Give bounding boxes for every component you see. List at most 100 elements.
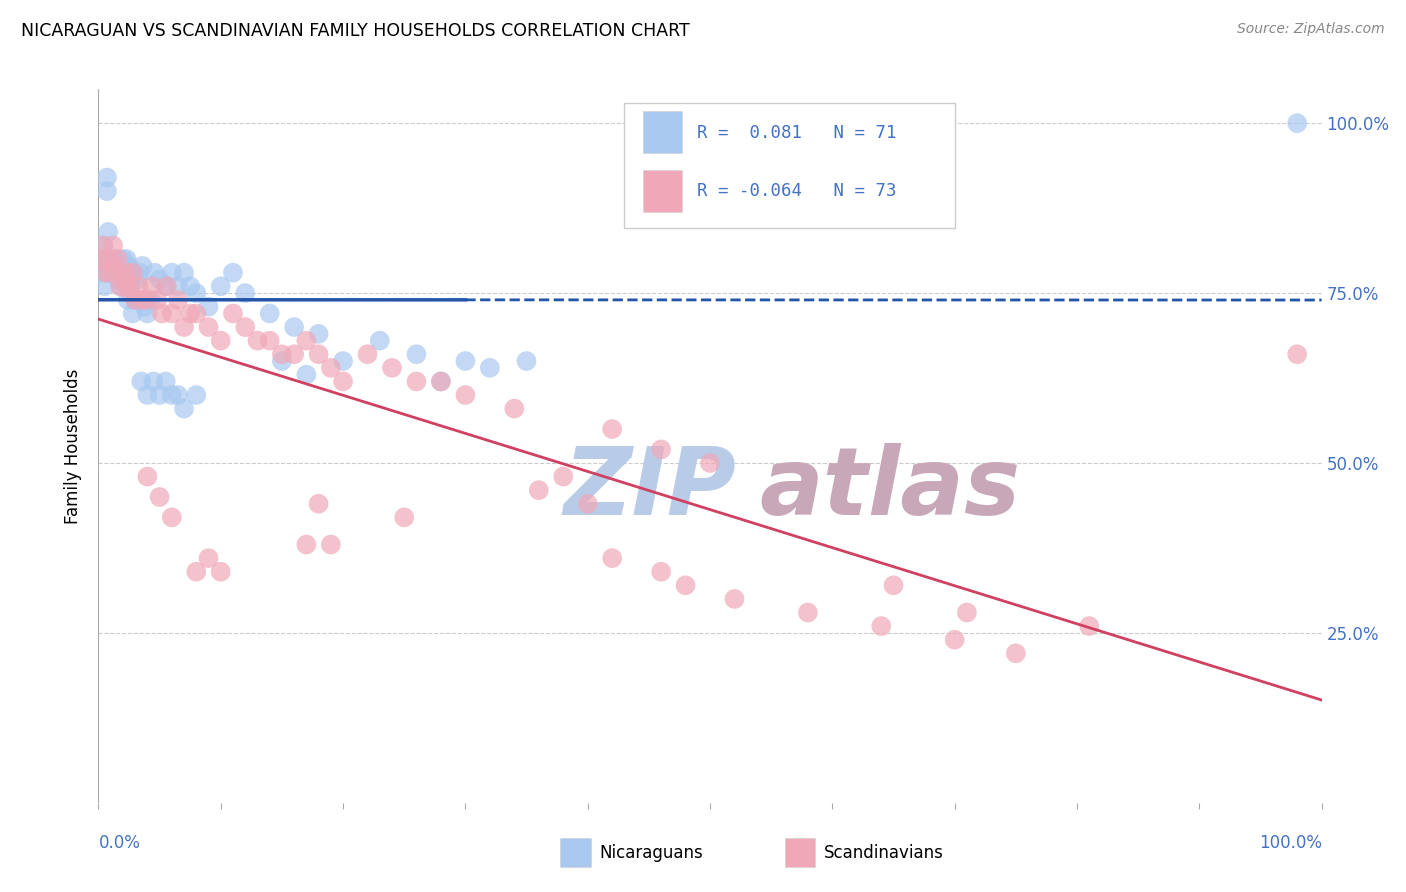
Point: [173, 320, 195, 334]
Point: [149, 272, 172, 286]
Point: [943, 632, 966, 647]
Text: 0.0%: 0.0%: [98, 834, 141, 852]
Point: [131, 259, 153, 273]
Point: [222, 306, 245, 320]
Point: [127, 272, 149, 286]
Point: [128, 279, 150, 293]
Point: [155, 375, 177, 389]
Text: R = -0.064   N = 73: R = -0.064 N = 73: [696, 182, 896, 200]
Point: [136, 306, 159, 320]
Point: [139, 293, 162, 307]
Point: [197, 551, 219, 566]
Point: [186, 565, 208, 579]
Point: [173, 266, 195, 280]
Point: [96, 184, 118, 198]
Point: [478, 360, 501, 375]
Point: [283, 320, 305, 334]
FancyBboxPatch shape: [624, 103, 955, 228]
Point: [186, 388, 208, 402]
Text: atlas: atlas: [759, 442, 1021, 535]
Point: [118, 259, 141, 273]
Point: [107, 272, 129, 286]
Point: [246, 334, 269, 348]
Point: [160, 388, 183, 402]
Point: [136, 469, 159, 483]
Point: [94, 266, 117, 280]
Point: [114, 266, 136, 280]
Point: [270, 347, 294, 361]
Y-axis label: Family Households: Family Households: [65, 368, 83, 524]
Point: [90, 252, 112, 266]
Point: [100, 252, 122, 266]
Point: [107, 252, 129, 266]
Point: [104, 259, 127, 273]
Point: [111, 272, 134, 286]
Point: [405, 375, 427, 389]
Point: [91, 238, 114, 252]
Point: [295, 368, 318, 382]
Point: [295, 334, 318, 348]
Point: [97, 225, 120, 239]
Point: [122, 266, 145, 280]
Point: [392, 510, 416, 524]
Point: [233, 320, 256, 334]
Point: [101, 266, 124, 280]
Point: [142, 375, 165, 389]
Text: Nicaraguans: Nicaraguans: [599, 844, 703, 862]
Point: [111, 266, 134, 280]
Text: Source: ZipAtlas.com: Source: ZipAtlas.com: [1237, 22, 1385, 37]
Point: [405, 347, 427, 361]
Point: [104, 259, 127, 273]
Point: [332, 354, 354, 368]
FancyBboxPatch shape: [643, 111, 682, 153]
Point: [89, 266, 111, 280]
Point: [675, 578, 697, 592]
Point: [131, 293, 153, 307]
Point: [150, 306, 173, 320]
Point: [576, 497, 599, 511]
Point: [98, 266, 121, 280]
Point: [723, 591, 745, 606]
Point: [699, 456, 721, 470]
Point: [1078, 619, 1101, 633]
Point: [101, 238, 124, 252]
Point: [120, 286, 142, 301]
Point: [553, 469, 575, 483]
Point: [136, 293, 159, 307]
Point: [259, 306, 281, 320]
Point: [259, 334, 281, 348]
Point: [100, 266, 122, 280]
Point: [797, 606, 820, 620]
Point: [454, 388, 477, 402]
Point: [308, 497, 330, 511]
Point: [454, 354, 477, 368]
Point: [650, 442, 672, 457]
Point: [160, 510, 183, 524]
Point: [222, 266, 245, 280]
Point: [91, 259, 114, 273]
Point: [129, 266, 152, 280]
Point: [167, 388, 190, 402]
FancyBboxPatch shape: [643, 169, 682, 212]
Text: R =  0.081   N = 71: R = 0.081 N = 71: [696, 124, 896, 142]
Point: [600, 422, 623, 436]
Point: [650, 565, 672, 579]
Text: 100.0%: 100.0%: [1258, 834, 1322, 852]
Point: [319, 360, 342, 375]
Point: [430, 375, 453, 389]
Point: [110, 279, 132, 293]
Point: [117, 279, 139, 293]
Point: [112, 272, 135, 286]
Point: [186, 306, 208, 320]
Point: [233, 286, 256, 301]
Point: [115, 252, 138, 266]
Point: [93, 279, 115, 293]
Point: [124, 293, 146, 307]
Point: [111, 252, 134, 266]
Point: [308, 326, 330, 341]
Point: [167, 293, 190, 307]
Point: [143, 266, 166, 280]
Point: [97, 252, 120, 266]
Point: [527, 483, 550, 498]
Point: [94, 266, 117, 280]
